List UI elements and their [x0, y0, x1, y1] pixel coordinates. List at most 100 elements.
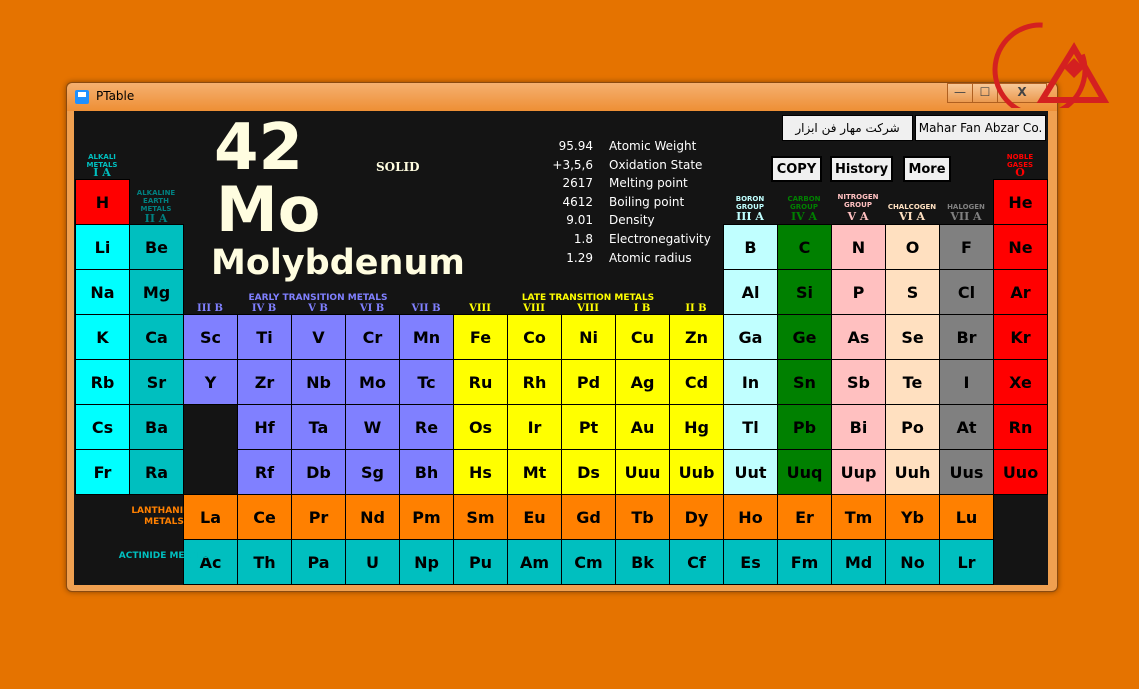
element-cl[interactable]: Cl [939, 269, 994, 315]
element-al[interactable]: Al [723, 269, 778, 315]
company-en-button[interactable]: Mahar Fan Abzar Co. [915, 115, 1046, 141]
element-i[interactable]: I [939, 359, 994, 405]
company-fa-button[interactable]: شرکت مهار فن ابزار [782, 115, 913, 141]
element-se[interactable]: Se [885, 314, 940, 360]
element-ir[interactable]: Ir [507, 404, 562, 450]
element-ra[interactable]: Ra [129, 449, 184, 495]
element-uus[interactable]: Uus [939, 449, 994, 495]
element-fm[interactable]: Fm [777, 539, 832, 585]
element-cf[interactable]: Cf [669, 539, 724, 585]
element-c[interactable]: C [777, 224, 832, 270]
element-tm[interactable]: Tm [831, 494, 886, 540]
element-no[interactable]: No [885, 539, 940, 585]
element-fr[interactable]: Fr [75, 449, 130, 495]
element-mo[interactable]: Mo [345, 359, 400, 405]
element-bh[interactable]: Bh [399, 449, 454, 495]
element-dy[interactable]: Dy [669, 494, 724, 540]
element-lr[interactable]: Lr [939, 539, 994, 585]
element-am[interactable]: Am [507, 539, 562, 585]
element-b[interactable]: B [723, 224, 778, 270]
element-sn[interactable]: Sn [777, 359, 832, 405]
element-ru[interactable]: Ru [453, 359, 508, 405]
element-at[interactable]: At [939, 404, 994, 450]
element-li[interactable]: Li [75, 224, 130, 270]
element-ni[interactable]: Ni [561, 314, 616, 360]
element-br[interactable]: Br [939, 314, 994, 360]
element-hf[interactable]: Hf [237, 404, 292, 450]
element-tc[interactable]: Tc [399, 359, 454, 405]
element-zr[interactable]: Zr [237, 359, 292, 405]
element-u[interactable]: U [345, 539, 400, 585]
element-nb[interactable]: Nb [291, 359, 346, 405]
element-y[interactable]: Y [183, 359, 238, 405]
element-hs[interactable]: Hs [453, 449, 508, 495]
element-ne[interactable]: Ne [993, 224, 1048, 270]
element-yb[interactable]: Yb [885, 494, 940, 540]
element-rb[interactable]: Rb [75, 359, 130, 405]
element-ac[interactable]: Ac [183, 539, 238, 585]
element-md[interactable]: Md [831, 539, 886, 585]
element-cs[interactable]: Cs [75, 404, 130, 450]
copy-button[interactable]: COPY [771, 156, 822, 182]
element-th[interactable]: Th [237, 539, 292, 585]
element-ca[interactable]: Ca [129, 314, 184, 360]
element-k[interactable]: K [75, 314, 130, 360]
element-mn[interactable]: Mn [399, 314, 454, 360]
element-f[interactable]: F [939, 224, 994, 270]
element-sm[interactable]: Sm [453, 494, 508, 540]
element-uub[interactable]: Uub [669, 449, 724, 495]
element-na[interactable]: Na [75, 269, 130, 315]
element-rf[interactable]: Rf [237, 449, 292, 495]
element-ti[interactable]: Ti [237, 314, 292, 360]
element-te[interactable]: Te [885, 359, 940, 405]
element-uut[interactable]: Uut [723, 449, 778, 495]
element-re[interactable]: Re [399, 404, 454, 450]
element-ga[interactable]: Ga [723, 314, 778, 360]
element-cd[interactable]: Cd [669, 359, 724, 405]
element-uuu[interactable]: Uuu [615, 449, 670, 495]
element-lu[interactable]: Lu [939, 494, 994, 540]
element-ge[interactable]: Ge [777, 314, 832, 360]
element-uup[interactable]: Uup [831, 449, 886, 495]
element-ce[interactable]: Ce [237, 494, 292, 540]
element-xe[interactable]: Xe [993, 359, 1048, 405]
element-w[interactable]: W [345, 404, 400, 450]
element-ag[interactable]: Ag [615, 359, 670, 405]
element-uuq[interactable]: Uuq [777, 449, 832, 495]
element-rn[interactable]: Rn [993, 404, 1048, 450]
element-in[interactable]: In [723, 359, 778, 405]
element-sb[interactable]: Sb [831, 359, 886, 405]
element-n[interactable]: N [831, 224, 886, 270]
element-he[interactable]: He [993, 179, 1048, 225]
element-tl[interactable]: Tl [723, 404, 778, 450]
element-au[interactable]: Au [615, 404, 670, 450]
element-nd[interactable]: Nd [345, 494, 400, 540]
element-cr[interactable]: Cr [345, 314, 400, 360]
element-mt[interactable]: Mt [507, 449, 562, 495]
minimize-button[interactable]: — [947, 83, 973, 103]
element-h[interactable]: H [75, 179, 130, 225]
element-gd[interactable]: Gd [561, 494, 616, 540]
element-np[interactable]: Np [399, 539, 454, 585]
element-be[interactable]: Be [129, 224, 184, 270]
element-es[interactable]: Es [723, 539, 778, 585]
element-o[interactable]: O [885, 224, 940, 270]
element-hg[interactable]: Hg [669, 404, 724, 450]
element-bk[interactable]: Bk [615, 539, 670, 585]
history-button[interactable]: History [830, 156, 893, 182]
element-ds[interactable]: Ds [561, 449, 616, 495]
title-bar[interactable]: PTable — ☐ X [67, 83, 1057, 111]
element-uuh[interactable]: Uuh [885, 449, 940, 495]
element-p[interactable]: P [831, 269, 886, 315]
element-pa[interactable]: Pa [291, 539, 346, 585]
element-co[interactable]: Co [507, 314, 562, 360]
element-sr[interactable]: Sr [129, 359, 184, 405]
element-ar[interactable]: Ar [993, 269, 1048, 315]
element-v[interactable]: V [291, 314, 346, 360]
element-mg[interactable]: Mg [129, 269, 184, 315]
element-pt[interactable]: Pt [561, 404, 616, 450]
element-pr[interactable]: Pr [291, 494, 346, 540]
element-sg[interactable]: Sg [345, 449, 400, 495]
more-button[interactable]: More [903, 156, 951, 182]
element-eu[interactable]: Eu [507, 494, 562, 540]
